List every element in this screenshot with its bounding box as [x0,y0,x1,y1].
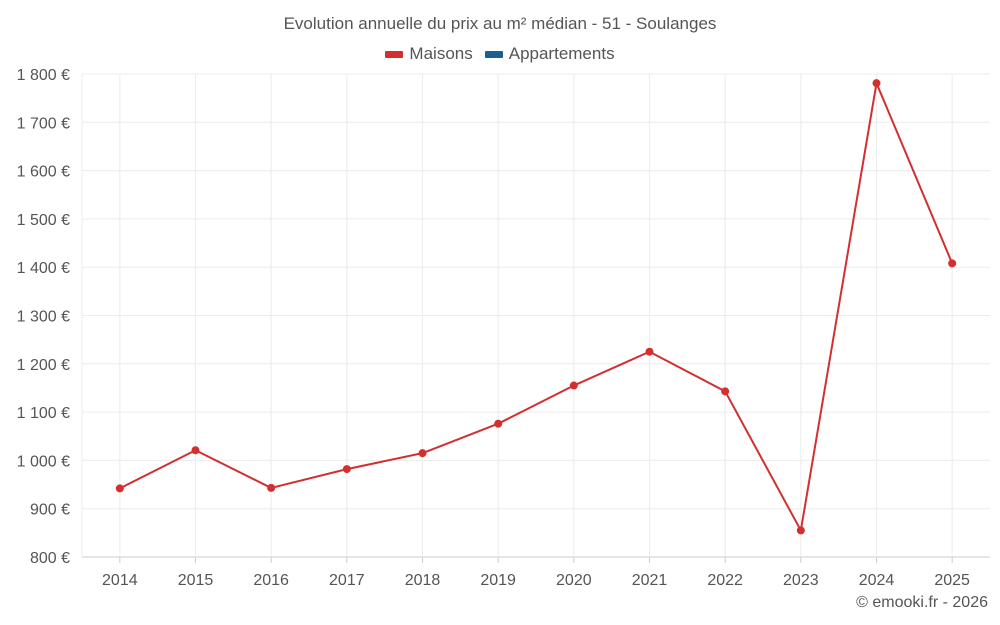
series-line-maisons [119,82,954,532]
x-tick-label: 2020 [556,572,592,589]
data-point-maisons-2017 [342,465,351,474]
data-point-maisons-2014 [115,484,124,493]
data-point-maisons-2019 [494,419,503,428]
legend-swatch-maisons [385,50,404,58]
x-tick-label: 2016 [253,572,289,589]
data-point-maisons-2020 [569,381,578,390]
y-tick-label: 1 300 € [17,309,70,326]
y-tick-label: 1 200 € [17,357,70,374]
y-tick-label: 1 100 € [17,405,70,422]
x-tick-label: 2017 [329,572,365,589]
y-tick-label: 1 600 € [17,164,70,181]
legend-item-maisons[interactable]: Maisons [385,44,473,64]
data-point-maisons-2015 [191,446,200,455]
chart-title: Evolution annuelle du prix au m² médian … [283,14,717,33]
legend-label-appartements: Appartements [508,44,615,63]
y-tick-label: 800 € [30,550,70,567]
y-tick-label: 1 800 € [17,67,70,84]
x-tick-label: 2014 [102,572,138,589]
y-tick-label: 1 000 € [17,453,70,470]
x-tick-label: 2025 [934,572,970,589]
x-tick-label: 2021 [632,572,668,589]
x-tick-label: 2019 [480,572,516,589]
data-point-maisons-2022 [721,387,730,396]
legend-swatch-appartements [484,50,503,58]
x-tick-label: 2024 [859,572,895,589]
x-tick-label: 2023 [783,572,819,589]
y-tick-label: 1 500 € [17,212,70,229]
data-point-maisons-2025 [948,259,957,268]
legend: Maisons Appartements [0,44,1000,64]
data-point-maisons-2021 [645,347,654,356]
credit-text: © emooki.fr - 2026 [856,594,988,611]
x-tick-label: 2022 [707,572,743,589]
legend-item-appartements[interactable]: Appartements [484,44,615,64]
data-point-maisons-2023 [796,526,805,535]
legend-label-maisons: Maisons [409,44,473,63]
data-point-maisons-2024 [872,79,881,88]
x-tick-label: 2018 [405,572,441,589]
y-tick-label: 1 700 € [17,115,70,132]
y-tick-label: 900 € [30,502,70,519]
y-tick-label: 1 400 € [17,260,70,277]
data-point-maisons-2018 [418,449,427,458]
data-point-maisons-2016 [267,483,276,492]
x-tick-label: 2015 [178,572,214,589]
